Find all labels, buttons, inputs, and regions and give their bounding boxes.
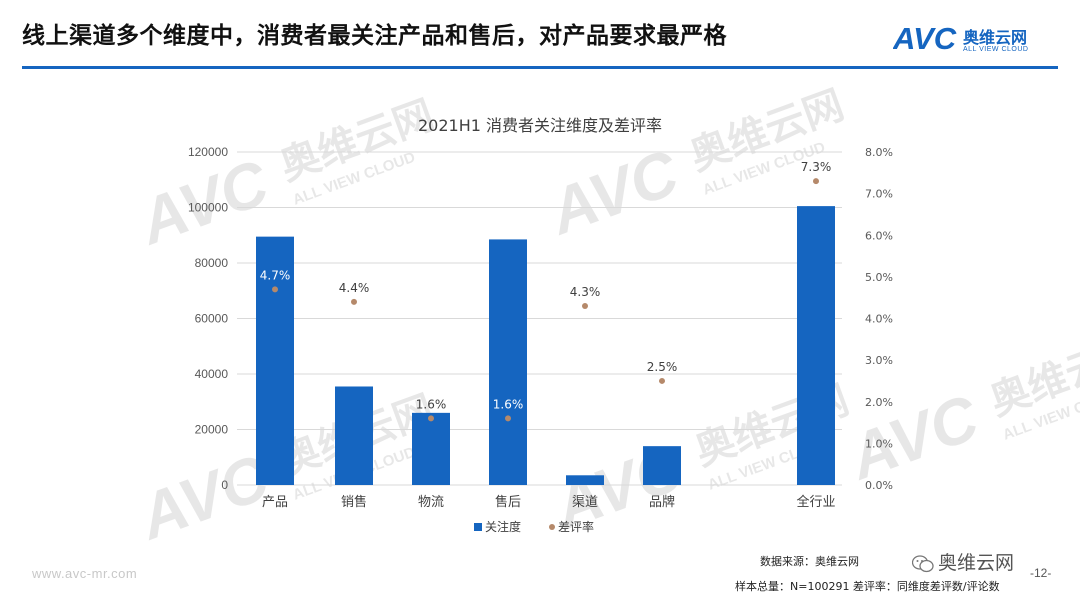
x-tick-label: 销售 bbox=[341, 494, 367, 510]
bar bbox=[797, 206, 835, 486]
data-point bbox=[351, 298, 357, 305]
data-label: 2.5% bbox=[647, 360, 678, 374]
legend-dot-swatch bbox=[549, 524, 555, 530]
axes: 0 20000 40000 60000 80000 100000 120000 0.0% 1.0… bbox=[188, 145, 893, 510]
data-label: 1.6% bbox=[493, 397, 524, 411]
logo-mark-text: AVC bbox=[893, 22, 957, 54]
x-tick-label: 售后 bbox=[495, 494, 521, 510]
sample-note: 样本总量：N=100291 差评率：同维度差评数/评论数 bbox=[735, 580, 1000, 593]
data-label: 4.3% bbox=[570, 285, 601, 299]
data-point bbox=[582, 303, 588, 310]
y-right-tick-label: 1.0% bbox=[865, 437, 893, 450]
y-right-tick-label: 3.0% bbox=[865, 354, 893, 367]
data-point bbox=[659, 377, 665, 384]
legend-dot-label: 差评率 bbox=[558, 519, 594, 534]
page-number: -12- bbox=[1030, 566, 1052, 580]
x-tick-label: 全行业 bbox=[796, 494, 835, 510]
logo-en-name: ALL VIEW CLOUD bbox=[963, 46, 1029, 53]
x-tick-label: 渠道 bbox=[572, 495, 598, 510]
bar bbox=[256, 236, 294, 485]
bar bbox=[489, 239, 527, 485]
chart-legend: 关注度 差评率 bbox=[474, 519, 594, 534]
y-right-tick-label: 4.0% bbox=[865, 313, 893, 326]
data-label: 4.7% bbox=[260, 268, 291, 282]
dot-series: 4.7% 4.4% 1.6% 1.6% 4.3% 2.5% 7.3% bbox=[260, 160, 832, 422]
avc-logo: AVC 奥维云网 ALL VIEW CLOUD bbox=[893, 22, 1063, 58]
data-point bbox=[813, 178, 819, 185]
avc-logo-mark: AVC bbox=[893, 22, 957, 54]
data-source: 数据来源：奥维云网 bbox=[760, 555, 859, 568]
data-label: 4.4% bbox=[339, 281, 370, 295]
title-divider bbox=[22, 66, 1058, 69]
wechat-icon bbox=[912, 554, 934, 572]
bar-series bbox=[256, 206, 835, 486]
y-right-tick-label: 5.0% bbox=[865, 271, 893, 284]
x-tick-label: 物流 bbox=[418, 495, 444, 510]
bar bbox=[643, 446, 681, 485]
y-left-tick-label: 0 bbox=[221, 478, 228, 492]
watermark-mark: AVC bbox=[538, 136, 688, 249]
watermark-mark: AVC bbox=[838, 381, 988, 494]
y-right-tick-label: 2.0% bbox=[865, 396, 893, 409]
bar bbox=[335, 386, 373, 485]
watermark-mark: AVC bbox=[128, 441, 278, 554]
y-left-tick-label: 120000 bbox=[188, 145, 228, 159]
legend-bar-label: 关注度 bbox=[485, 519, 521, 534]
data-point bbox=[428, 415, 434, 422]
wechat-account: 奥维云网 bbox=[912, 548, 1014, 575]
slide-title: 线上渠道多个维度中，消费者最关注产品和售后，对产品要求最严格 bbox=[22, 23, 727, 49]
y-left-tick-label: 100000 bbox=[188, 201, 228, 215]
logo-cn-name: 奥维云网 bbox=[963, 28, 1028, 47]
y-left-tick-label: 20000 bbox=[195, 423, 229, 437]
footer-url: www.avc-mr.com bbox=[32, 566, 138, 581]
x-tick-label: 产品 bbox=[262, 495, 288, 510]
bar bbox=[566, 475, 604, 485]
y-right-tick-label: 7.0% bbox=[865, 188, 893, 201]
data-point bbox=[505, 415, 511, 422]
y-right-tick-label: 8.0% bbox=[865, 146, 893, 159]
y-left-tick-label: 40000 bbox=[195, 367, 229, 381]
data-label: 7.3% bbox=[801, 160, 832, 174]
legend-bar-swatch bbox=[474, 523, 482, 531]
chart-title: 2021H1 消费者关注维度及差评率 bbox=[418, 116, 662, 135]
x-tick-label: 品牌 bbox=[649, 494, 675, 510]
wechat-account-name: 奥维云网 bbox=[938, 552, 1015, 574]
y-right-tick-label: 6.0% bbox=[865, 229, 893, 242]
y-left-tick-label: 80000 bbox=[195, 256, 229, 270]
bar bbox=[412, 412, 450, 485]
data-point bbox=[272, 286, 278, 293]
y-right-tick-label: 0.0% bbox=[865, 479, 893, 492]
y-left-tick-label: 60000 bbox=[195, 312, 229, 326]
data-label: 1.6% bbox=[416, 397, 447, 411]
